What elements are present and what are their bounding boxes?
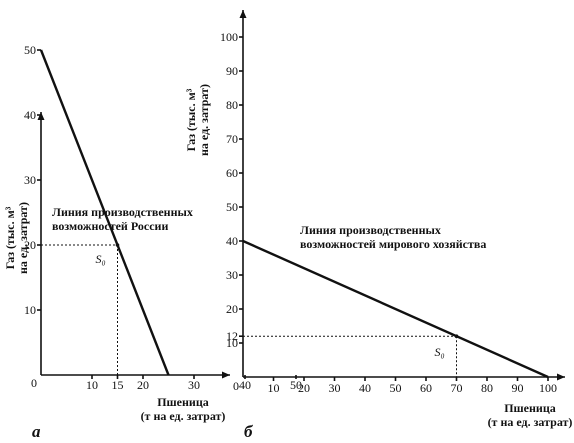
y-tick-label: 70: [226, 132, 238, 146]
x-tick-label: 40: [239, 378, 251, 392]
origin-label: 0: [233, 379, 239, 393]
x-tick-label: 90: [512, 381, 524, 395]
y-tick-label: 80: [226, 98, 238, 112]
y-tick-label: 30: [226, 268, 238, 282]
x-tick-label: 100: [539, 381, 557, 395]
y-axis-label: Газ (тыс. м³ на ед. затрат): [3, 202, 30, 274]
y-axis-label-line2: на ед. затрат): [197, 84, 211, 156]
point-s0-label: S₀: [96, 252, 106, 266]
ppf-annotation-line1: Линия производственных: [300, 223, 441, 237]
ppf-annotation-line2: возможностей мирового хозяйства: [300, 237, 486, 251]
chart-panel-а: 0 10 15 20 30 40 50 10 20 30 40 50 S₀ Линия производс…: [3, 43, 302, 441]
x-tick-label: 50: [290, 378, 302, 392]
y-tick-label: 60: [226, 166, 238, 180]
x-tick-label: 80: [481, 381, 493, 395]
ppf-line: [39, 49, 170, 376]
ppf-annotation-line2: возможностей России: [52, 219, 168, 233]
x-axis-label-line2: (т на ед. затрат): [141, 409, 226, 423]
y-tick-label: 12: [226, 329, 238, 343]
x-tick-label: 30: [188, 378, 200, 392]
x-tick-label: 10: [86, 378, 98, 392]
x-tick-label: 60: [420, 381, 432, 395]
y-tick-label: 30: [24, 173, 36, 187]
y-tick-label: 20: [24, 238, 36, 252]
y-tick-label: 10: [226, 336, 238, 350]
point-s0-label: S₀: [435, 345, 445, 359]
x-tick-label: 10: [268, 381, 280, 395]
y-tick-label: 10: [24, 303, 36, 317]
x-tick-label: 50: [390, 381, 402, 395]
x-tick-label: 30: [329, 381, 341, 395]
point-s0: [115, 243, 120, 247]
y-tick-label: 50: [24, 43, 36, 57]
y-tick-label: 20: [226, 302, 238, 316]
x-tick-label: 15: [112, 378, 124, 392]
y-tick-label: 40: [226, 234, 238, 248]
x-axis-label-line1: Пшеница: [157, 395, 209, 409]
x-tick-label: 20: [137, 378, 149, 392]
y-axis-label: Газ (тыс. м³ на ед. затрат): [184, 84, 211, 156]
x-axis-label-line2: (т на ед. затрат): [488, 415, 573, 429]
x-tick-label: 70: [451, 381, 463, 395]
y-axis-arrow: [239, 10, 247, 18]
panel-caption: а: [32, 422, 41, 441]
y-axis-arrow: [37, 112, 45, 120]
origin-label: 0: [31, 376, 37, 390]
panel-caption: б: [244, 422, 254, 441]
x-axis-arrow: [222, 371, 230, 379]
y-axis-label-line1: Газ (тыс. м³: [3, 206, 17, 269]
y-tick-label: 90: [226, 64, 238, 78]
y-axis-label-line2: на ед. затрат): [16, 202, 30, 274]
y-axis-label-line1: Газ (тыс. м³: [184, 88, 198, 151]
x-tick-label: 40: [359, 381, 371, 395]
point-s0: [454, 334, 459, 339]
y-tick-label: 40: [24, 108, 36, 122]
y-tick-label: 100: [220, 30, 238, 44]
x-axis-arrow: [557, 373, 565, 381]
ppf-line: [242, 239, 549, 379]
chart-panel-б: 0 10 20 30 40 50 60 70 80 90 100101220304050607080…: [184, 10, 572, 441]
ppf-annotation-line1: Линия производственных: [52, 205, 193, 219]
x-axis-label-line1: Пшеница: [504, 401, 556, 415]
y-tick-label: 50: [226, 200, 238, 214]
x-tick-label: 20: [298, 381, 310, 395]
